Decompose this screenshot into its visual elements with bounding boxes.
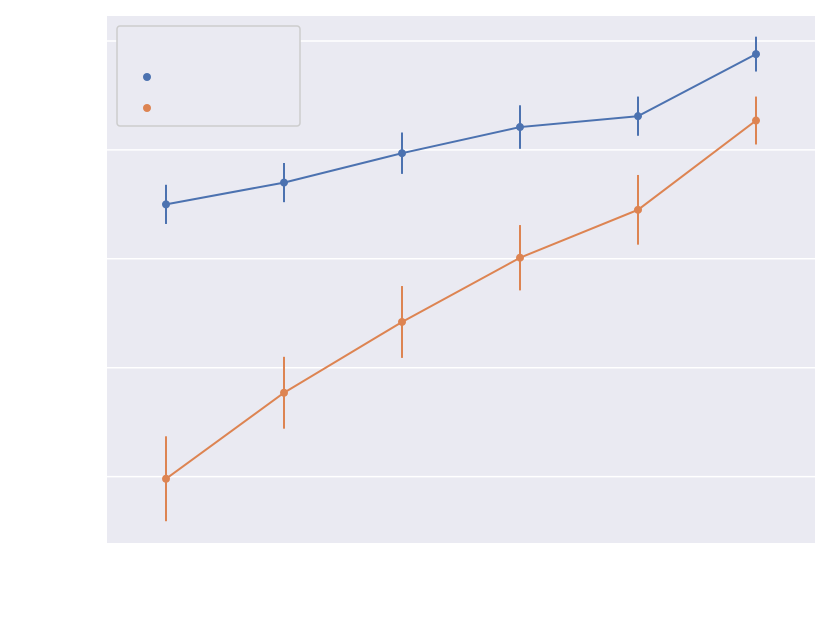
point <box>752 50 760 59</box>
point <box>398 149 406 158</box>
series-line <box>165 119 757 480</box>
point <box>280 178 288 187</box>
point <box>752 116 760 125</box>
series-line <box>165 53 757 206</box>
point <box>634 205 642 214</box>
point <box>634 112 642 121</box>
point <box>162 200 170 209</box>
legend-marker <box>143 73 151 81</box>
point <box>516 253 524 262</box>
legend-marker <box>143 104 151 112</box>
point <box>516 123 524 132</box>
point <box>398 317 406 326</box>
point <box>280 388 288 397</box>
legend-box <box>116 25 301 127</box>
point <box>162 474 170 483</box>
